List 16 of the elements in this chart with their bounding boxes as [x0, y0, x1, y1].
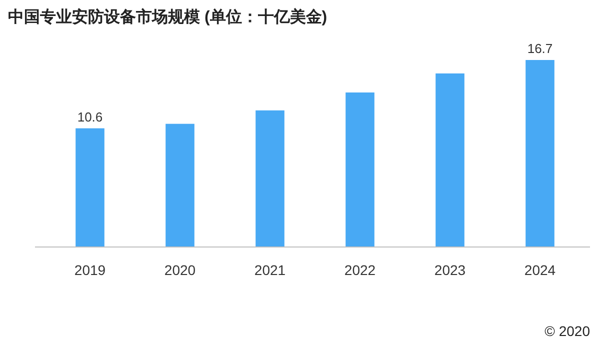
x-tick-label: 2023	[434, 262, 466, 278]
x-tick-label: 2019	[74, 262, 106, 278]
x-tick-label: 2020	[164, 262, 196, 278]
bar	[436, 73, 464, 247]
bar	[76, 128, 104, 247]
x-tick-label: 2024	[524, 262, 556, 278]
data-label: 10.6	[77, 109, 103, 124]
bar	[166, 124, 194, 247]
bar	[256, 110, 284, 247]
x-tick-label: 2021	[254, 262, 286, 278]
bar	[526, 60, 554, 247]
x-tick-label: 2022	[344, 262, 376, 278]
text: © 2020	[544, 323, 590, 339]
bar	[346, 92, 374, 247]
data-label: 16.7	[527, 41, 553, 56]
chart-title: 中国专业安防设备市场规模 (单位：十亿美金)	[8, 7, 328, 26]
